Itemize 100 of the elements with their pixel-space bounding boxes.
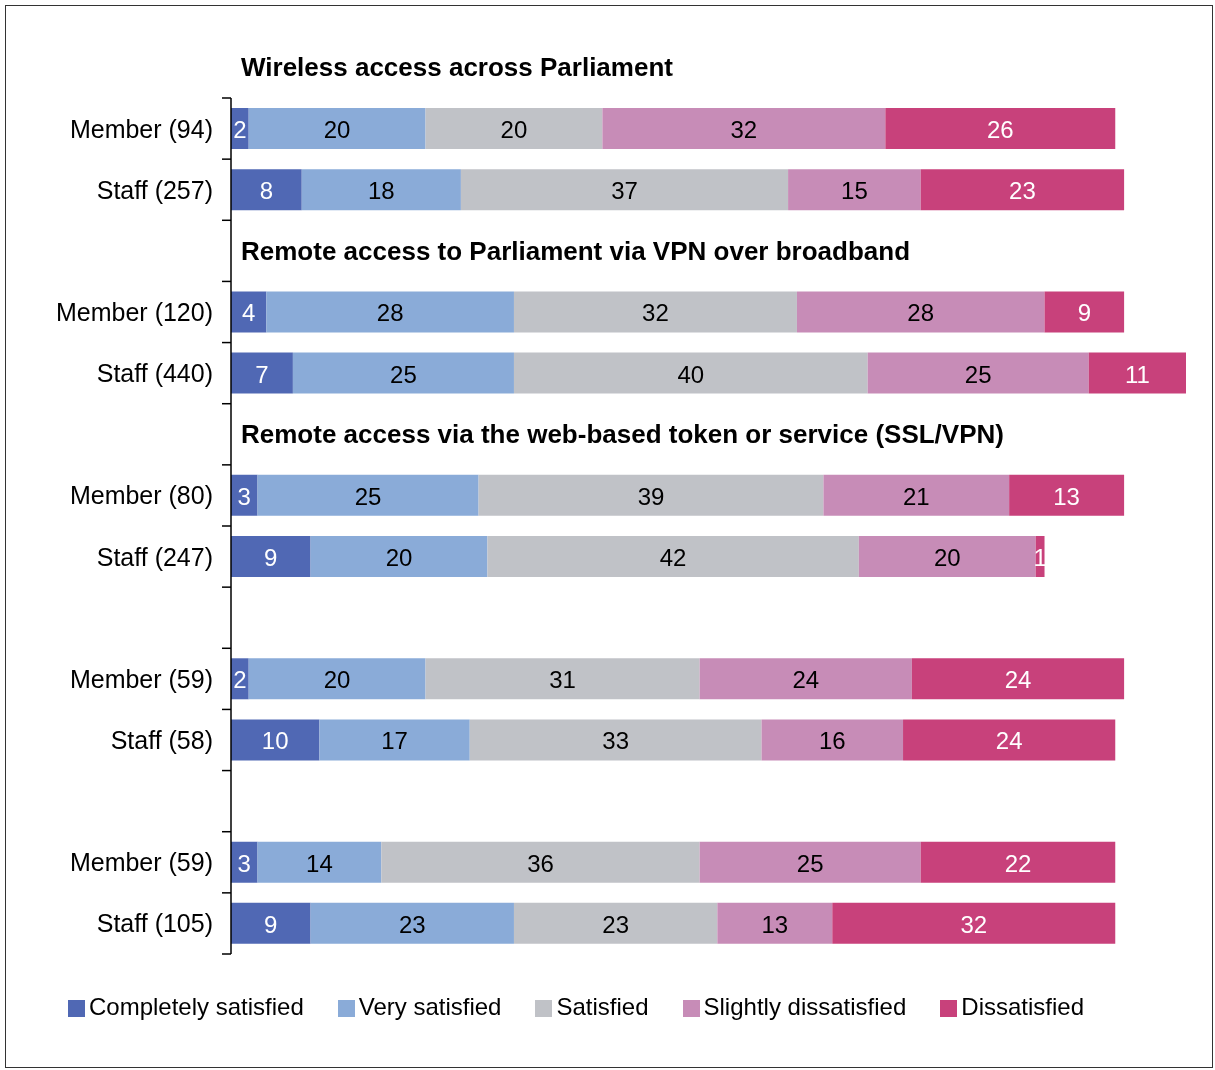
y-tick-label: Staff (257) bbox=[96, 175, 213, 204]
data-label: 21 bbox=[902, 482, 930, 510]
data-label: 36 bbox=[527, 849, 554, 877]
bar bbox=[231, 719, 320, 761]
data-label: 13 bbox=[1053, 482, 1080, 510]
bar bbox=[513, 291, 797, 333]
bar bbox=[248, 658, 426, 700]
data-label: 20 bbox=[385, 544, 413, 571]
data-label: 3 bbox=[237, 849, 251, 877]
annotation: Remote access via the web-based token or service (SSL/VPN) bbox=[241, 418, 1004, 451]
legend-label: Satisfied bbox=[556, 993, 649, 1020]
data-label: 37 bbox=[611, 177, 638, 205]
bar bbox=[425, 658, 700, 700]
bar bbox=[257, 474, 479, 516]
data-label: 42 bbox=[659, 544, 687, 571]
data-label: 20 bbox=[933, 544, 961, 571]
bar bbox=[310, 536, 488, 577]
bar bbox=[699, 658, 912, 700]
data-label: 40 bbox=[677, 360, 705, 388]
data-label: 9 bbox=[264, 910, 278, 938]
y-tick-label: Staff (247) bbox=[96, 542, 213, 571]
bar bbox=[788, 169, 921, 211]
data-label: 4 bbox=[242, 299, 256, 327]
legend-label: Dissatisfied bbox=[961, 993, 1085, 1020]
bar bbox=[469, 719, 762, 761]
bar bbox=[478, 474, 824, 516]
y-tick-label: Member (59) bbox=[69, 848, 213, 877]
data-label: 20 bbox=[323, 116, 351, 143]
data-label: 22 bbox=[1004, 849, 1032, 877]
data-label: 15 bbox=[841, 177, 868, 205]
bar bbox=[920, 169, 1125, 211]
bar bbox=[796, 291, 1045, 333]
bar bbox=[920, 841, 1116, 883]
bar bbox=[248, 108, 426, 149]
bar bbox=[301, 169, 461, 211]
bar bbox=[717, 902, 833, 944]
data-label: 23 bbox=[602, 910, 629, 938]
bar bbox=[823, 474, 1010, 516]
data-label: 28 bbox=[376, 299, 404, 327]
bar bbox=[319, 719, 470, 761]
data-label: 24 bbox=[995, 727, 1023, 755]
y-tick-label: Staff (105) bbox=[96, 909, 213, 938]
data-label: 32 bbox=[642, 299, 669, 327]
bar bbox=[460, 169, 789, 211]
data-label: 39 bbox=[637, 482, 665, 510]
y-tick-label: Staff (58) bbox=[110, 726, 213, 754]
data-label: 23 bbox=[398, 910, 426, 938]
data-label: 17 bbox=[381, 727, 408, 755]
bar bbox=[911, 658, 1125, 700]
bar bbox=[231, 352, 293, 394]
data-label: 25 bbox=[354, 482, 382, 510]
bar bbox=[885, 108, 1116, 149]
data-label: 2 bbox=[233, 116, 247, 143]
y-tick-label: Staff (440) bbox=[96, 359, 213, 388]
data-label: 26 bbox=[986, 116, 1014, 143]
bar bbox=[425, 108, 603, 149]
bar bbox=[699, 841, 921, 883]
data-label: 18 bbox=[367, 177, 395, 205]
bar bbox=[858, 536, 1036, 577]
y-tick-label: Member (120) bbox=[56, 298, 213, 326]
data-label: 9 bbox=[1077, 299, 1091, 327]
data-label: 8 bbox=[259, 177, 274, 205]
text: Wireless access across Parliament bbox=[241, 51, 673, 84]
legend-label: Very satisfied bbox=[358, 993, 502, 1020]
bar bbox=[231, 169, 302, 211]
bar bbox=[513, 902, 718, 944]
bar bbox=[487, 536, 859, 577]
data-label: 14 bbox=[306, 849, 333, 877]
data-label: 9 bbox=[264, 544, 278, 571]
data-label: 20 bbox=[500, 116, 528, 143]
bar bbox=[867, 352, 1089, 394]
data-label: 32 bbox=[960, 910, 988, 938]
bar bbox=[381, 841, 700, 883]
bar bbox=[266, 291, 514, 333]
bar bbox=[310, 902, 514, 944]
bar bbox=[761, 719, 904, 761]
data-label: 24 bbox=[1004, 666, 1032, 694]
bar bbox=[903, 719, 1116, 761]
legend-label: Slightly dissatisfied bbox=[703, 993, 907, 1020]
data-label: 31 bbox=[549, 666, 576, 694]
legend-label: Completely satisfied bbox=[88, 993, 304, 1020]
data-label: 25 bbox=[964, 360, 992, 388]
data-label: 16 bbox=[818, 727, 846, 755]
data-label: 1 bbox=[1033, 544, 1047, 571]
bar bbox=[513, 352, 868, 394]
bar bbox=[1044, 291, 1125, 333]
bar bbox=[231, 536, 311, 577]
data-label: 10 bbox=[261, 727, 289, 755]
data-label: 7 bbox=[255, 360, 269, 388]
bar bbox=[832, 902, 1116, 944]
data-label: 32 bbox=[730, 116, 758, 143]
data-label: 11 bbox=[1124, 360, 1150, 388]
bar bbox=[257, 841, 382, 883]
data-label: 25 bbox=[390, 360, 417, 388]
data-label: 3 bbox=[237, 482, 251, 510]
data-label: 23 bbox=[1009, 177, 1036, 205]
data-label: 13 bbox=[761, 910, 789, 938]
y-tick-label: Member (94) bbox=[69, 114, 213, 143]
data-label: 33 bbox=[602, 727, 629, 755]
data-label: 20 bbox=[323, 666, 351, 694]
